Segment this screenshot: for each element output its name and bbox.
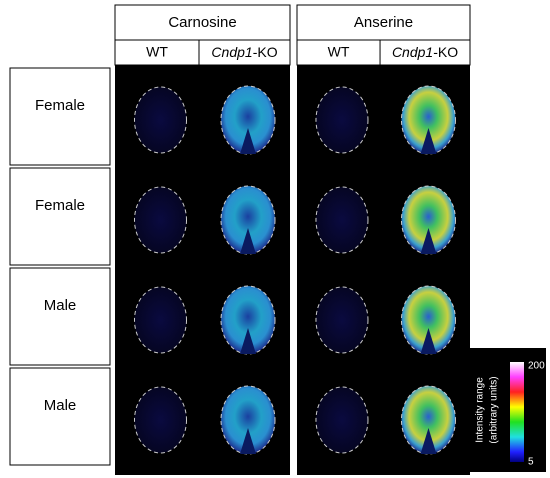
- ko-tissue: [400, 385, 456, 455]
- column-header: Carnosine: [168, 14, 236, 31]
- subheader-wt: WT: [328, 44, 350, 60]
- colorbar-min: 5: [528, 457, 534, 468]
- wt-tissue: [315, 386, 369, 454]
- gene-name: Cndp1: [211, 44, 252, 60]
- genotype-suffix: -KO: [433, 44, 458, 60]
- subheader-wt: WT: [146, 44, 168, 60]
- subheader-ko: Cndp1-KO: [392, 44, 458, 60]
- wt-tissue: [315, 186, 369, 254]
- ko-tissue: [220, 285, 276, 355]
- ko-tissue-notch: [420, 328, 437, 354]
- wt-tissue: [134, 386, 187, 454]
- ko-tissue-notch: [240, 128, 256, 154]
- ko-tissue: [400, 85, 456, 155]
- row-label-box: [9, 167, 111, 266]
- gene-name: Cndp1: [392, 44, 433, 60]
- ko-tissue-notch: [240, 328, 256, 354]
- ko-tissue: [400, 185, 456, 255]
- subheader-ko: Cndp1-KO: [211, 44, 277, 60]
- ko-tissue: [400, 285, 456, 355]
- wt-tissue: [315, 86, 369, 154]
- column-header-box: [114, 4, 291, 41]
- ko-tissue-notch: [240, 428, 256, 454]
- ko-tissue-notch: [240, 228, 256, 254]
- column-header: Anserine: [354, 14, 413, 31]
- row-label: Female: [35, 197, 85, 214]
- colorbar-panel: [462, 348, 546, 472]
- ko-tissue-notch: [420, 128, 437, 154]
- ko-tissue: [220, 85, 276, 155]
- ko-tissue: [220, 385, 276, 455]
- subheader-box: [114, 39, 291, 66]
- row-label-box: [9, 67, 111, 166]
- column-header-box: [296, 4, 471, 41]
- colorbar-title: (arbitrary units): [489, 376, 500, 443]
- colorbar-max: 200: [528, 361, 545, 372]
- ko-tissue-notch: [420, 228, 437, 254]
- ko-tissue-notch: [420, 428, 437, 454]
- wt-tissue: [134, 86, 187, 154]
- wt-tissue: [134, 186, 187, 254]
- subheader-box: [296, 39, 471, 66]
- colorbar: [510, 362, 524, 462]
- row-label: Female: [35, 97, 85, 114]
- row-label: Male: [44, 297, 77, 314]
- wt-tissue: [315, 286, 369, 354]
- genotype-suffix: -KO: [253, 44, 278, 60]
- ko-tissue: [220, 185, 276, 255]
- wt-tissue: [134, 286, 187, 354]
- row-label-box: [9, 367, 111, 466]
- row-label: Male: [44, 397, 77, 414]
- colorbar-title: Intensity range: [475, 377, 486, 443]
- row-label-box: [9, 267, 111, 366]
